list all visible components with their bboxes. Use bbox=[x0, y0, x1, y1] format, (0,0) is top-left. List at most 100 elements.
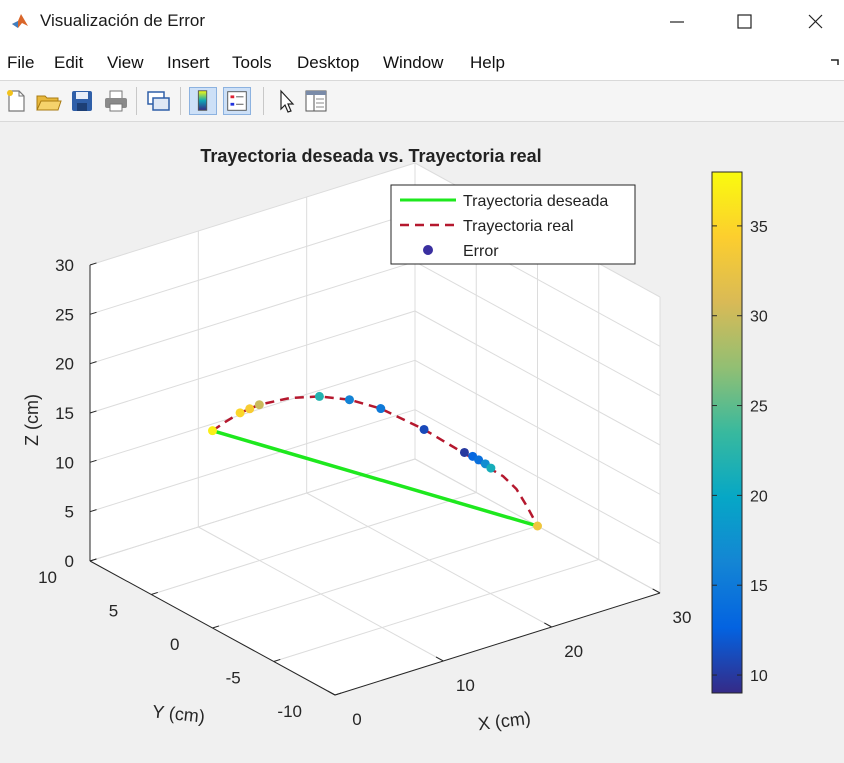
error-marker bbox=[474, 455, 484, 465]
x-tick-label: 20 bbox=[564, 642, 583, 661]
tick-mark bbox=[89, 558, 97, 562]
grid-line bbox=[273, 559, 599, 662]
y-axis-label: Y (cm) bbox=[151, 701, 205, 726]
legend-label-deseada: Trayectoria deseada bbox=[463, 193, 608, 210]
colorbar-tick-label: 25 bbox=[750, 399, 768, 416]
tick-mark bbox=[151, 591, 158, 595]
tick-mark bbox=[89, 410, 97, 414]
property-editor-icon[interactable] bbox=[302, 87, 330, 115]
print-icon[interactable] bbox=[102, 87, 130, 115]
title-bar: Visualización de Error bbox=[0, 0, 844, 44]
axis-lines bbox=[89, 262, 661, 696]
error-marker bbox=[419, 424, 429, 434]
legend[interactable]: Trayectoria deseada Trayectoria real Err… bbox=[390, 184, 636, 265]
x-tick-label: 0 bbox=[352, 710, 361, 729]
colorbar[interactable] bbox=[711, 171, 743, 694]
z-tick-label: 25 bbox=[55, 305, 74, 324]
grid-line bbox=[89, 211, 416, 315]
axis-line bbox=[334, 592, 661, 696]
x-axis-label: X (cm) bbox=[477, 708, 532, 734]
tick-mark bbox=[327, 690, 336, 696]
error-marker bbox=[254, 400, 264, 410]
grid-line bbox=[414, 310, 661, 446]
open-file-icon[interactable] bbox=[34, 87, 62, 115]
new-figure-icon[interactable] bbox=[2, 87, 30, 115]
colorbar-ticks: 10 15 20 25 30 35 bbox=[712, 219, 768, 685]
grid-line bbox=[89, 261, 416, 365]
series-trayectoria-deseada bbox=[212, 429, 538, 528]
x-tick-label: 10 bbox=[456, 676, 475, 695]
x-tick-label: 30 bbox=[673, 608, 692, 627]
legend-label-real: Trayectoria real bbox=[463, 218, 574, 235]
menu-tools[interactable]: Tools bbox=[232, 53, 272, 72]
error-marker bbox=[245, 404, 255, 414]
dock-arrow-icon[interactable] bbox=[830, 57, 840, 67]
z-tick-label: 5 bbox=[65, 503, 74, 522]
error-marker bbox=[208, 426, 217, 436]
legend-swatch-error bbox=[423, 245, 433, 255]
error-marker bbox=[533, 521, 542, 531]
toolbar-separator bbox=[263, 87, 264, 115]
series-layer bbox=[211, 395, 539, 528]
menu-desktop[interactable]: Desktop bbox=[297, 53, 360, 72]
toolbar-separator bbox=[136, 87, 137, 115]
y-tick-label: -5 bbox=[226, 669, 241, 688]
tick-mark bbox=[652, 588, 661, 594]
z-tick-label: 15 bbox=[55, 404, 74, 423]
error-marker bbox=[459, 447, 469, 457]
grid-line bbox=[89, 162, 416, 266]
menu-window[interactable]: Window bbox=[383, 53, 444, 72]
menu-view[interactable]: View bbox=[107, 53, 144, 72]
tick-mark bbox=[334, 692, 342, 696]
menu-file[interactable]: File bbox=[7, 53, 35, 72]
z-tick-label: 30 bbox=[55, 256, 74, 275]
tick-mark bbox=[212, 625, 220, 629]
menu-help[interactable]: Help bbox=[470, 53, 505, 72]
plot-canvas: 0 10 20 30 -10 -5 0 5 10 0 5 10 15 20 25 30 Trayectoria… bbox=[22, 146, 768, 734]
tick-mark bbox=[435, 656, 444, 662]
y-tick-label: -10 bbox=[277, 702, 302, 721]
legend-icon[interactable] bbox=[223, 87, 251, 115]
z-tick-label: 20 bbox=[55, 355, 74, 374]
menu-edit[interactable]: Edit bbox=[54, 53, 84, 72]
pointer-icon[interactable] bbox=[272, 87, 300, 115]
toolbar bbox=[0, 81, 844, 122]
matlab-icon bbox=[12, 14, 28, 28]
error-marker bbox=[314, 391, 324, 401]
colorbar-tick-label: 15 bbox=[750, 578, 768, 595]
error-marker bbox=[376, 404, 386, 414]
y-tick-label: 10 bbox=[38, 568, 57, 587]
tick-mark bbox=[544, 622, 552, 628]
toolbar-separator bbox=[180, 87, 181, 115]
z-axis-label: Z (cm) bbox=[22, 394, 42, 446]
z-tick-label: 10 bbox=[55, 453, 74, 472]
figure-area: 0 10 20 30 -10 -5 0 5 10 0 5 10 15 20 25 30 Trayectoria… bbox=[0, 122, 844, 758]
grid-line bbox=[414, 359, 661, 495]
maximize-button[interactable] bbox=[720, 6, 770, 38]
colorbar-tick-label: 30 bbox=[750, 309, 768, 326]
save-icon[interactable] bbox=[68, 87, 96, 115]
grid-line bbox=[89, 409, 416, 513]
close-button[interactable] bbox=[790, 6, 840, 38]
tick-mark bbox=[273, 658, 281, 662]
colorbar-icon[interactable] bbox=[189, 87, 217, 115]
grid-line bbox=[212, 525, 538, 629]
series-trayectoria-real bbox=[211, 395, 539, 527]
grid-line bbox=[151, 492, 477, 595]
tick-mark bbox=[89, 509, 97, 513]
error-markers bbox=[208, 391, 542, 531]
grid-line bbox=[414, 261, 661, 397]
menu-insert[interactable]: Insert bbox=[167, 53, 210, 72]
error-marker bbox=[235, 408, 245, 418]
tick-mark bbox=[89, 361, 97, 365]
z-tick-label: 0 bbox=[65, 552, 74, 571]
grid-line bbox=[89, 310, 416, 414]
minimize-button[interactable] bbox=[652, 6, 702, 38]
tick-mark bbox=[89, 459, 97, 463]
colorbar-tick-label: 10 bbox=[750, 668, 768, 685]
link-plot-icon[interactable] bbox=[144, 87, 172, 115]
y-tick-label: 5 bbox=[109, 602, 118, 621]
chart-title: Trayectoria deseada vs. Trayectoria real bbox=[200, 146, 541, 166]
menu-bar: File Edit View Insert Tools Desktop Wind… bbox=[0, 44, 844, 81]
tick-mark bbox=[89, 262, 97, 266]
